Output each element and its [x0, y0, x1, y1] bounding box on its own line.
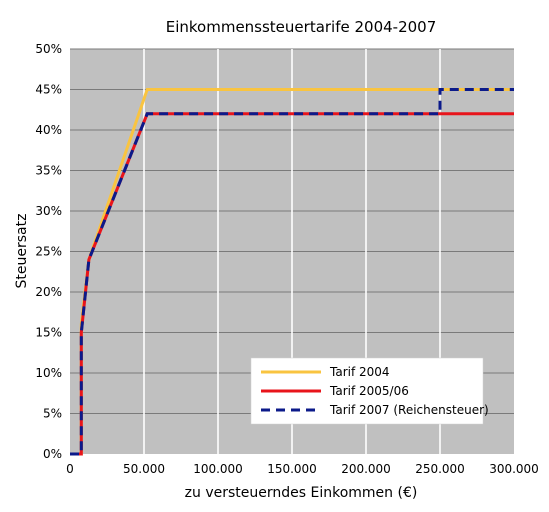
- y-tick-label: 20%: [35, 285, 62, 299]
- x-tick-label: 300.000: [489, 462, 539, 476]
- series-lines: [70, 88, 514, 456]
- x-tick-label: 50.000: [123, 462, 165, 476]
- y-tick-label: 15%: [35, 326, 62, 340]
- y-axis-title: Steuersatz: [14, 214, 30, 289]
- x-tick-label: 100.000: [193, 462, 243, 476]
- y-tick-label: 0%: [43, 447, 62, 461]
- x-tick-labels: 0 50.000 100.000 150.000 200.000 250.000 300.0…: [66, 462, 539, 476]
- x-axis-title: zu versteuerndes Einkommen (€): [185, 485, 418, 501]
- y-tick-label: 25%: [35, 245, 62, 259]
- y-tick-label: 5%: [43, 407, 62, 421]
- x-tick-label: 250.000: [415, 462, 465, 476]
- series-line: [70, 88, 514, 456]
- y-tick-label: 30%: [35, 204, 62, 218]
- y-tick-label: 45%: [35, 83, 62, 97]
- y-tick-label: 10%: [35, 366, 62, 380]
- x-tick-label: 0: [66, 462, 74, 476]
- x-tick-label: 200.000: [341, 462, 391, 476]
- y-tick-label: 35%: [35, 164, 62, 178]
- legend-label: Tarif 2007 (Reichensteuer): [329, 403, 489, 417]
- x-tick-label: 150.000: [267, 462, 317, 476]
- y-tick-labels: 0% 5% 10% 15% 20% 25% 30% 35% 40% 45% 50%: [35, 42, 62, 461]
- legend: Tarif 2004 Tarif 2005/06 Tarif 2007 (Reich…: [250, 357, 489, 425]
- y-tick-label: 50%: [35, 42, 62, 56]
- legend-label: Tarif 2004: [329, 365, 390, 379]
- y-tick-label: 40%: [35, 123, 62, 137]
- chart-title: Einkommenssteuertarife 2004-2007: [166, 18, 437, 36]
- legend-label: Tarif 2005/06: [329, 384, 409, 398]
- grid-lines: [70, 48, 514, 454]
